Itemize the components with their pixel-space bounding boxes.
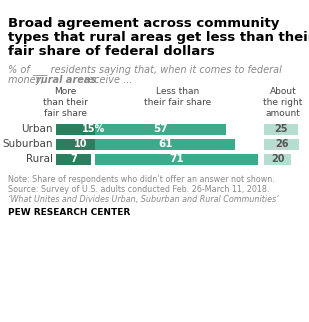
- Text: money,: money,: [8, 75, 47, 85]
- Text: 25: 25: [274, 124, 288, 134]
- Text: Note: Share of respondents who didn’t offer an answer not shown.: Note: Share of respondents who didn’t of…: [8, 175, 275, 184]
- Text: types that rural areas get less than their: types that rural areas get less than the…: [8, 31, 309, 44]
- Text: 26: 26: [275, 139, 288, 149]
- Bar: [95, 154, 258, 165]
- Text: % of ___ residents saying that, when it comes to federal: % of ___ residents saying that, when it …: [8, 64, 282, 75]
- Text: fair share of federal dollars: fair share of federal dollars: [8, 45, 215, 58]
- Bar: [264, 138, 299, 149]
- Text: 7: 7: [70, 154, 77, 164]
- Bar: [95, 138, 235, 149]
- Text: PEW RESEARCH CENTER: PEW RESEARCH CENTER: [8, 208, 130, 217]
- Bar: [95, 124, 226, 135]
- Bar: [56, 154, 91, 165]
- Text: rural areas: rural areas: [36, 75, 96, 85]
- Text: Broad agreement across community: Broad agreement across community: [8, 17, 279, 30]
- Text: Source: Survey of U.S. adults conducted Feb. 26-March 11, 2018.: Source: Survey of U.S. adults conducted …: [8, 185, 269, 194]
- Bar: [264, 154, 291, 165]
- Text: ‘What Unites and Divides Urban, Suburban and Rural Communities’: ‘What Unites and Divides Urban, Suburban…: [8, 195, 279, 204]
- Text: Suburban: Suburban: [2, 139, 53, 149]
- Text: 15%: 15%: [82, 124, 105, 134]
- Text: Less than
their fair share: Less than their fair share: [144, 87, 212, 107]
- Text: receive ...: receive ...: [81, 75, 133, 85]
- Bar: [56, 124, 131, 135]
- Bar: [56, 138, 106, 149]
- Text: About
the right
amount: About the right amount: [263, 87, 303, 118]
- Text: 57: 57: [153, 124, 168, 134]
- Text: 10: 10: [74, 139, 88, 149]
- Text: Rural: Rural: [26, 154, 53, 164]
- Text: 20: 20: [271, 154, 284, 164]
- Text: 71: 71: [169, 154, 184, 164]
- Text: More
than their
fair share: More than their fair share: [43, 87, 87, 118]
- Bar: [264, 124, 298, 135]
- Text: Urban: Urban: [22, 124, 53, 134]
- Text: 61: 61: [158, 139, 172, 149]
